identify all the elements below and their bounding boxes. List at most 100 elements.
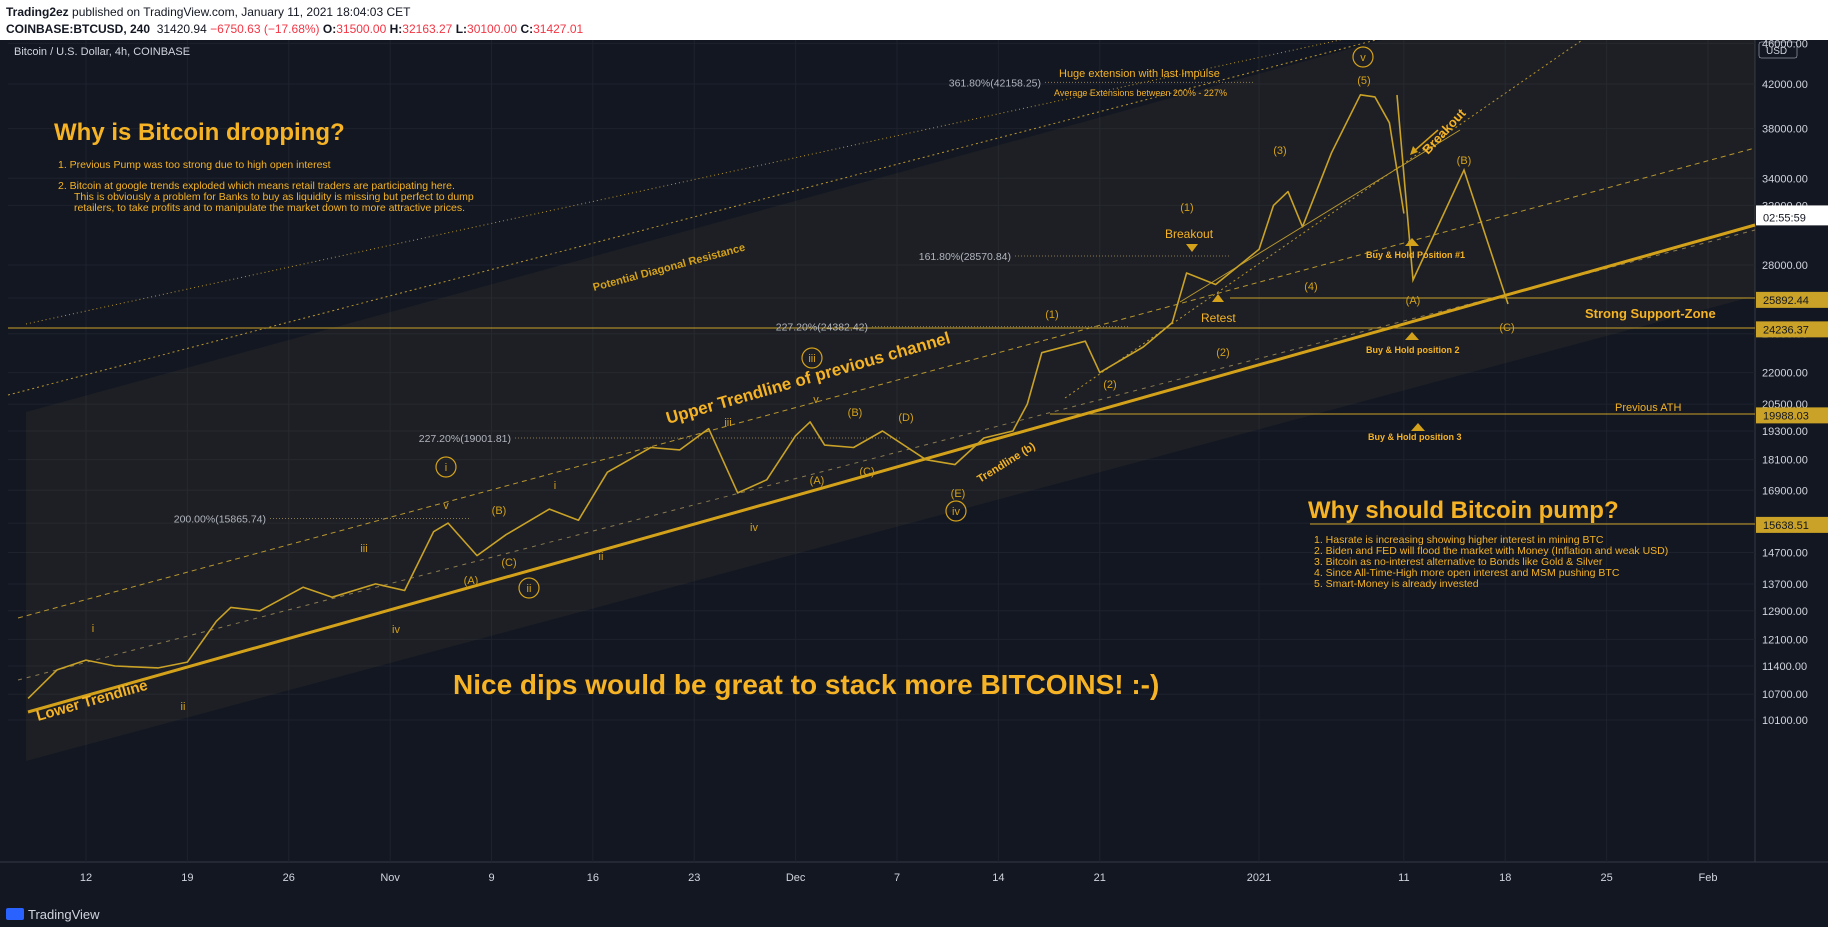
wave-label: (B) — [1457, 155, 1472, 167]
wave-label: i — [92, 623, 94, 635]
time-axis-tick: 16 — [587, 872, 599, 884]
publish-header: Trading2ez published on TradingView.com,… — [0, 0, 1828, 40]
wave-circle-icon — [945, 500, 967, 522]
footer-bar: TradingView — [0, 902, 1828, 927]
wave-label: (1) — [1045, 309, 1058, 321]
wave-label: iii — [724, 417, 731, 429]
price-axis-tick: 34000.00 — [1762, 173, 1808, 185]
breakout-label: Breakout — [1165, 227, 1214, 241]
wave-circle-label: iii — [808, 353, 815, 365]
time-axis-tick: 12 — [80, 872, 92, 884]
time-axis-tick: 9 — [488, 872, 494, 884]
last-price: 31420.94 — [156, 22, 207, 36]
strong-support-label: Strong Support-Zone — [1585, 306, 1716, 321]
author-name[interactable]: Trading2ez — [6, 5, 69, 19]
time-axis-tick: 21 — [1094, 872, 1106, 884]
fib-level-label: 227.20%(19001.81) — [419, 433, 511, 445]
price-axis-tick: 16900.00 — [1762, 485, 1808, 497]
grid-lines — [8, 40, 1755, 862]
wave-label: v — [443, 500, 449, 512]
price-tag-box — [1756, 209, 1828, 226]
wave-label: (C) — [859, 466, 874, 478]
price-tag-text: 25892.44 — [1763, 295, 1809, 307]
price-axis-tick: 18100.00 — [1762, 455, 1808, 467]
price-tag-box — [1756, 407, 1828, 424]
wave-label: i — [554, 480, 556, 492]
price-tag-text: 19988.03 — [1763, 410, 1809, 422]
price-axis-tick: 14700.00 — [1762, 548, 1808, 560]
time-axis-tick: 7 — [894, 872, 900, 884]
open-label: O: — [322, 22, 337, 36]
price-change: −6750.63 (−17.68%) — [210, 22, 320, 36]
wave-label: (A) — [1406, 295, 1421, 307]
price-axis-tick: 42000.00 — [1762, 79, 1808, 91]
channel-fill — [26, 0, 1755, 761]
pump-point-1: 1. Hasrate is increasing showing higher … — [1314, 534, 1604, 546]
chart-background — [0, 40, 1828, 902]
price-axis-tick: 10100.00 — [1762, 715, 1808, 727]
time-axis-tick: 14 — [992, 872, 1004, 884]
price-tag-box — [1756, 321, 1828, 338]
price-axis-tick: 13700.00 — [1762, 579, 1808, 591]
wave-circle-icon — [518, 577, 540, 599]
wave-labels: iiiiiiivviiiiiiivv(A)(B)(C)(A)(B)(C)(D)(… — [92, 75, 1515, 713]
fib-level-label: 161.80%(28570.84) — [919, 251, 1011, 263]
wave-label: (C) — [1499, 322, 1514, 334]
price-tag-text: 02:55:59 — [1763, 212, 1806, 224]
wave-label: ii — [599, 551, 604, 563]
btc-chart-svg[interactable]: 361.80%(42158.25) 161.80%(28570.84) 227.20… — [0, 0, 1828, 902]
retest-label: Retest — [1201, 311, 1236, 325]
wave-label: (2) — [1103, 379, 1116, 391]
wave-label: (4) — [1304, 281, 1317, 293]
time-axis-tick: Feb — [1699, 872, 1718, 884]
tradingview-logo[interactable]: TradingView — [6, 907, 100, 922]
time-axis-tick: Dec — [786, 872, 806, 884]
brand-name: TradingView — [28, 907, 100, 922]
wave-label: (D) — [898, 412, 913, 424]
open-value: 31500.00 — [336, 22, 387, 36]
low-label: L: — [455, 22, 468, 36]
retest-marker-icon — [1212, 294, 1224, 302]
pump-point-4: 4. Since All-Time-High more open interes… — [1314, 567, 1620, 579]
time-axis-tick: 26 — [283, 872, 295, 884]
wave-circle-icon — [435, 456, 457, 478]
close-value: 31427.01 — [533, 22, 584, 36]
wave-label: iv — [392, 624, 400, 636]
currency-box[interactable] — [1758, 41, 1798, 59]
price-axis-tick: 38000.00 — [1762, 124, 1808, 136]
wave-label: iv — [750, 522, 758, 534]
price-tag-text: 15638.51 — [1763, 520, 1809, 532]
chart-area[interactable]: 361.80%(42158.25) 161.80%(28570.84) 227.20… — [0, 0, 1828, 902]
price-axis-tick: 12900.00 — [1762, 606, 1808, 618]
drop-point-4: retailers, to take profits and to manipu… — [74, 202, 465, 214]
price-tag-labels: 31427.0102:55:5925892.4424236.3719988.03… — [1756, 205, 1828, 533]
price-tag-box — [1756, 291, 1828, 308]
drop-point-3: This is obviously a problem for Banks to… — [74, 191, 474, 203]
drop-point-1: 1. Previous Pump was too strong due to h… — [58, 159, 331, 171]
wave-circle-label: i — [445, 462, 447, 474]
upper-trendline-dashed — [17, 147, 1756, 619]
wave-circle-icon — [801, 347, 823, 369]
close-label: C: — [520, 22, 534, 36]
buy3-marker-icon — [1411, 423, 1425, 431]
buy2-marker-icon — [1405, 332, 1419, 340]
publish-line: Trading2ez published on TradingView.com,… — [6, 5, 410, 19]
mid-trendline-dashed — [17, 229, 1756, 681]
time-axis-tick: 25 — [1601, 872, 1613, 884]
time-axis-labels: 12 19 26 Nov 9 16 23 Dec 7 14 21 2021 11 18 25 Feb — [80, 872, 1718, 884]
wave-circle-icon — [1352, 46, 1374, 68]
price-axis-tick: 46000.00 — [1762, 40, 1808, 50]
wave-label: (C) — [501, 557, 516, 569]
wave-label: (5) — [1357, 75, 1370, 87]
price-axis-tick: 19300.00 — [1762, 426, 1808, 438]
abc-projection-line — [1396, 94, 1509, 305]
time-axis-tick: Nov — [380, 872, 400, 884]
why-pump-title: Why should Bitcoin pump? — [1308, 497, 1619, 524]
high-value: 32163.27 — [402, 22, 453, 36]
wave-label: (A) — [464, 575, 479, 587]
breakout-arrow-head — [1410, 146, 1418, 155]
price-series-line[interactable] — [27, 93, 1405, 699]
wave-label: (A) — [810, 475, 825, 487]
wave-circle-label: v — [1360, 52, 1366, 64]
price-axis-tick: 10700.00 — [1762, 689, 1808, 701]
